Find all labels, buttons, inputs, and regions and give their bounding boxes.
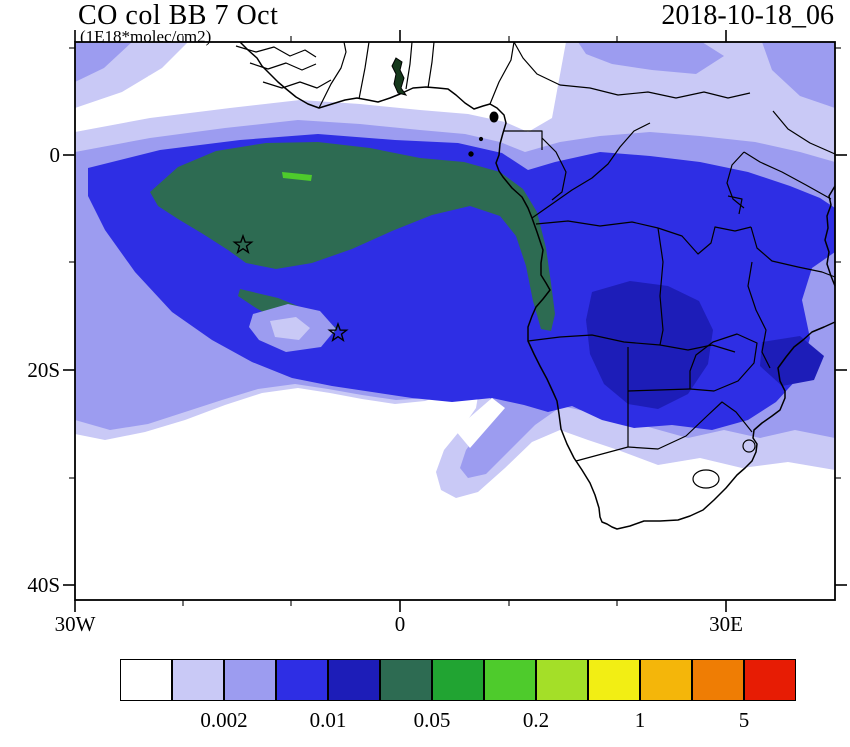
border-gabon-congo — [541, 137, 567, 201]
colorbar-cell-8 — [484, 659, 536, 701]
border-angola-east — [657, 227, 664, 346]
y-tick-label-20s: 20S — [27, 358, 60, 382]
border-namibia-east-orange — [575, 391, 629, 462]
contour-fill-level-3 — [762, 42, 835, 108]
island-sao-tome — [468, 151, 474, 157]
contour-fill-level-6 — [150, 142, 555, 331]
border-uganda-drc — [726, 151, 745, 209]
colorbar-label-5: 5 — [738, 708, 750, 732]
border-nigeria-cameroon — [489, 41, 515, 105]
border-west-africa-1 — [235, 45, 317, 58]
border-liberia-ivorycoast — [318, 41, 347, 109]
border-congo-drc — [531, 122, 651, 219]
colorbar-cell-12 — [692, 659, 744, 701]
colorbar-cells — [120, 659, 796, 701]
map-plot: 30W 0 30E 0 20S 40S — [27, 30, 847, 636]
island-principe — [478, 136, 484, 142]
colorbar-label-0.01: 0.01 — [309, 708, 347, 732]
colorbar-label-0.05: 0.05 — [413, 708, 451, 732]
contour-fill-level-3 — [578, 42, 724, 74]
y-tick-label-0: 0 — [50, 143, 61, 167]
contour-fill-level-8 — [282, 172, 312, 181]
water-features — [391, 57, 499, 157]
contour-field — [75, 42, 835, 498]
plot-title: CO col BB 7 Oct — [78, 0, 279, 31]
border-kenya-tanzania — [743, 151, 832, 200]
border-swaziland — [742, 439, 756, 453]
colorbar-label-0.2: 0.2 — [522, 708, 550, 732]
border-angola-south — [527, 334, 661, 346]
border-rwanda-burundi — [727, 195, 743, 215]
border-botswana-north — [627, 388, 691, 392]
colorbar-cell-1 — [120, 659, 172, 701]
border-caprivi-zambezi — [659, 344, 736, 353]
colorbar-labels: 0.002 0.01 0.05 0.2 1 5 — [120, 708, 796, 734]
plot-timestamp: 2018-10-18_06 — [661, 0, 834, 31]
x-tick-label-0: 0 — [395, 612, 406, 636]
colorbar-cell-13 — [744, 659, 796, 701]
colorbar-cell-5 — [328, 659, 380, 701]
colorbar-cell-2 — [172, 659, 224, 701]
colorbar-cell-10 — [588, 659, 640, 701]
colorbar-cell-9 — [536, 659, 588, 701]
contour-fill-level-5 — [586, 281, 713, 409]
x-tick-label-30w: 30W — [55, 612, 96, 636]
border-southafrica-botswana — [627, 401, 753, 450]
plot-frame — [74, 41, 836, 601]
border-north-drc-car — [513, 41, 751, 99]
border-eq-guinea — [503, 130, 543, 150]
x-tick-label-30e: 30E — [709, 612, 743, 636]
border-malawi — [747, 261, 771, 369]
colorbar-cell-3 — [224, 659, 276, 701]
coastline-africa-west — [239, 41, 836, 530]
star-marker-1 — [232, 233, 254, 254]
border-zambia-drc-pedicle — [657, 226, 752, 255]
border-lesotho — [692, 469, 720, 489]
station-markers — [232, 233, 349, 342]
colorbar-cell-6 — [380, 659, 432, 701]
border-zimbabwe — [689, 333, 758, 392]
lake-volta — [391, 57, 408, 96]
border-ghana-west — [358, 41, 370, 100]
island-bioko — [489, 111, 499, 123]
border-kenya-north — [772, 110, 836, 155]
colorbar-label-1: 1 — [634, 708, 646, 732]
colorbar-cell-7 — [432, 659, 484, 701]
colorbar-cell-4 — [276, 659, 328, 701]
border-west-africa-3 — [262, 79, 332, 89]
contour-fill-level-1 — [455, 398, 505, 448]
contour-fill-level-3 — [75, 42, 132, 82]
geography — [235, 41, 836, 530]
border-drc-angola — [535, 220, 659, 229]
border-benin-nigeria — [427, 41, 435, 89]
y-tick-label-40s: 40S — [27, 573, 60, 597]
contour-fill-level-5 — [760, 336, 824, 386]
border-west-africa-2 — [249, 62, 317, 71]
border-tanzania-south — [750, 226, 836, 278]
colorbar-label-0.002: 0.002 — [200, 708, 248, 732]
contour-fill-level-1 — [148, 60, 282, 94]
contour-fill-level-2 — [270, 317, 310, 340]
border-ghana-togo — [405, 41, 413, 90]
axis-ticks — [63, 30, 847, 612]
colorbar-cell-11 — [640, 659, 692, 701]
star-marker-2 — [327, 321, 349, 342]
coastline-east-africa — [824, 185, 836, 287]
